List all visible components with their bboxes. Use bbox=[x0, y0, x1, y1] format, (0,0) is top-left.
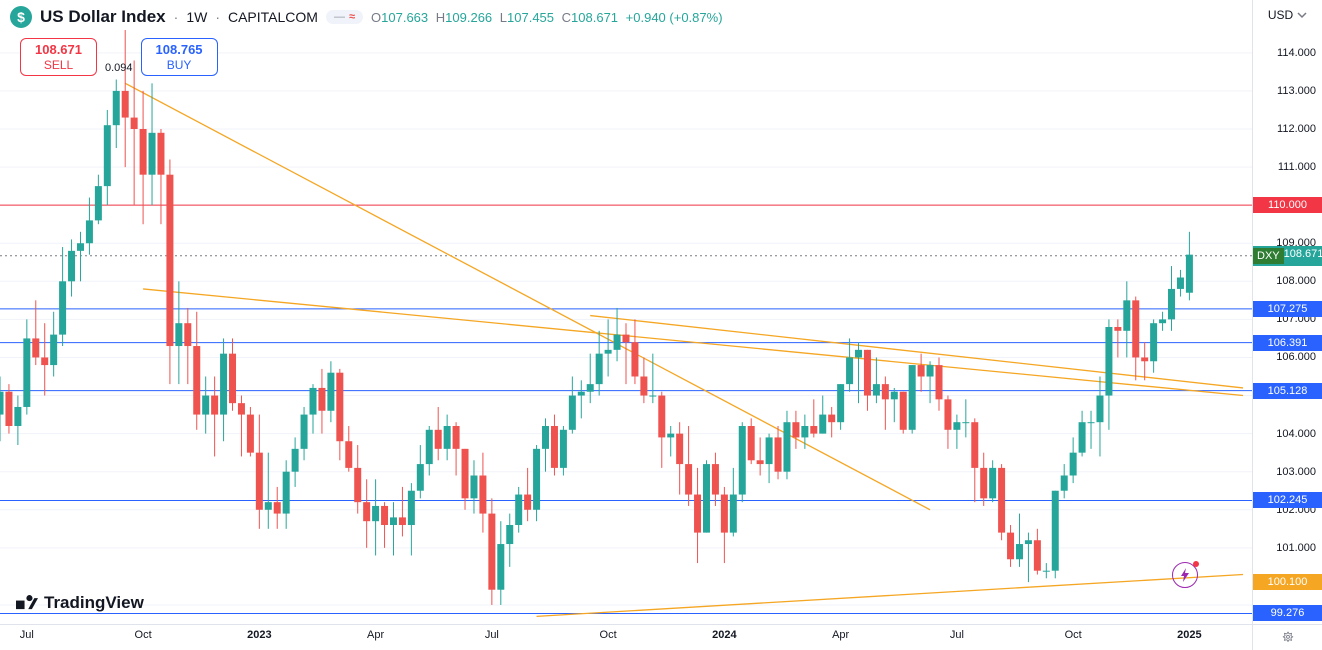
price-axis[interactable]: 114.000113.000112.000111.000110.000109.0… bbox=[1252, 30, 1322, 624]
time-tick: Oct bbox=[1065, 629, 1082, 641]
currency-selector[interactable]: USD bbox=[1252, 0, 1322, 30]
candlestick-chart[interactable] bbox=[0, 30, 1252, 624]
price-label: 99.276 bbox=[1253, 605, 1322, 621]
time-tick: 2023 bbox=[247, 629, 271, 641]
symbol-icon: $ bbox=[10, 6, 32, 28]
time-axis[interactable]: Jul Oct 2023 Apr Jul Oct 2024 Apr Jul Oct 2025 bbox=[0, 624, 1252, 650]
price-tick: 108.000 bbox=[1276, 275, 1316, 287]
time-tick: Jul bbox=[485, 629, 499, 641]
ohlc-readout: O107.663 H109.266 L107.455 C108.671 +0.9… bbox=[371, 10, 723, 25]
price-label: 106.391 bbox=[1253, 335, 1322, 351]
price-label: 107.275 bbox=[1253, 301, 1322, 317]
provider-label: CAPITALCOM bbox=[228, 9, 318, 25]
price-tick: 106.000 bbox=[1276, 351, 1316, 363]
time-tick: 2024 bbox=[712, 629, 736, 641]
symbol-title[interactable]: US Dollar Index bbox=[40, 7, 166, 27]
sell-button[interactable]: 108.671 SELL bbox=[20, 38, 97, 76]
time-tick: Jul bbox=[20, 629, 34, 641]
time-tick: Jul bbox=[950, 629, 964, 641]
chevron-down-icon bbox=[1297, 10, 1307, 20]
price-tick: 114.000 bbox=[1277, 47, 1316, 59]
time-tick: Apr bbox=[832, 629, 849, 641]
price-label: 100.100 bbox=[1253, 574, 1322, 590]
price-label: 105.128 bbox=[1253, 383, 1322, 399]
price-tick: 104.000 bbox=[1276, 428, 1316, 440]
indicator-pill[interactable]: —≈ bbox=[326, 10, 363, 24]
price-label: 110.000 bbox=[1253, 197, 1322, 213]
price-tick: 103.000 bbox=[1276, 466, 1316, 478]
price-tick: 112.000 bbox=[1277, 123, 1316, 135]
time-tick: Oct bbox=[135, 629, 152, 641]
timeframe-label[interactable]: 1W bbox=[186, 9, 207, 25]
time-tick: 2025 bbox=[1177, 629, 1201, 641]
alert-button[interactable] bbox=[1172, 562, 1198, 588]
lightning-icon bbox=[1172, 562, 1198, 588]
price-tick: 111.000 bbox=[1278, 161, 1316, 173]
price-tick: 113.000 bbox=[1277, 85, 1316, 97]
time-tick: Oct bbox=[600, 629, 617, 641]
price-tick: 101.000 bbox=[1276, 542, 1316, 554]
chart-header: $ US Dollar Index · 1W · CAPITALCOM —≈ O… bbox=[0, 0, 1322, 34]
time-tick: Apr bbox=[367, 629, 384, 641]
chart-settings-button[interactable] bbox=[1252, 624, 1322, 650]
buy-button[interactable]: 108.765 BUY bbox=[141, 38, 218, 76]
gear-icon bbox=[1281, 631, 1295, 645]
price-label: DXY108.671 bbox=[1253, 246, 1322, 266]
chart-area[interactable] bbox=[0, 30, 1252, 624]
tradingview-logo: TradingView bbox=[16, 592, 144, 614]
trade-panel: 108.671 SELL 0.094 108.765 BUY bbox=[20, 38, 218, 76]
price-label: 102.245 bbox=[1253, 492, 1322, 508]
spread-value: 0.094 bbox=[101, 60, 137, 76]
